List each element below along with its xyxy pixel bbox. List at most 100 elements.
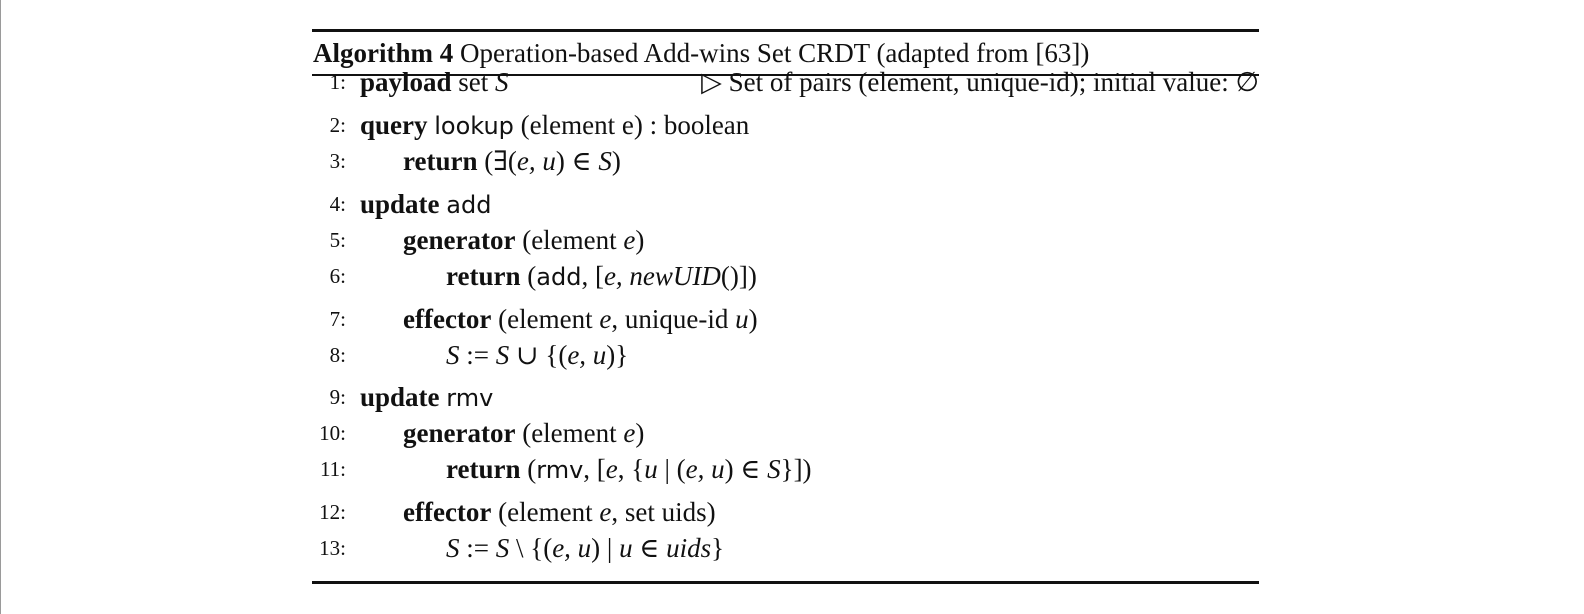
line-code: return (rmv, [e, {u | (e, u) ∈ S}]) [446, 450, 812, 489]
code-text: (element e) : boolean [513, 109, 750, 140]
keyword: effector [403, 496, 492, 527]
algorithm-caption: Algorithm 4 Operation-based Add-wins Set… [312, 32, 1259, 74]
line-number: 4: [329, 191, 346, 216]
line-number: 7: [329, 306, 346, 331]
math-variable: e [599, 496, 612, 527]
code-text: ()]) [720, 260, 757, 291]
line-number: 2: [329, 112, 346, 137]
left-page-edge [0, 0, 1, 614]
code-text: , [ [581, 260, 604, 291]
function-name: rmv [536, 455, 584, 484]
math-variable: S [495, 339, 510, 370]
math-variable: S [495, 66, 509, 97]
code-text: \ {( [509, 532, 553, 563]
line-number: 1: [329, 69, 346, 94]
algorithm-title: Operation-based Add-wins Set CRDT (adapt… [459, 38, 1090, 68]
line-code: effector (element e, set uids) [403, 493, 716, 531]
code-text: ) ∈ [724, 453, 768, 484]
keyword: return [446, 453, 521, 484]
code-text: (∃( [477, 145, 517, 176]
line-number: 11: [319, 456, 346, 481]
line-code: S := S \ {(e, u) | u ∈ uids} [446, 529, 724, 567]
algorithm-label: Algorithm 4 [313, 38, 454, 68]
math-variable: e, newUID [603, 260, 721, 291]
line-number: 3: [329, 148, 346, 173]
algorithm-line-11: 11: return (rmv, [e, {u | (e, u) ∈ S}]) [312, 450, 1259, 488]
math-variable: S [446, 339, 460, 370]
math-variable: e [599, 303, 612, 334]
line-number: 10: [319, 420, 346, 445]
math-variable: u [644, 453, 658, 484]
code-text: ) | [591, 532, 620, 563]
code-text: (element [491, 496, 600, 527]
math-variable: e [623, 417, 636, 448]
line-code: payload set S [360, 63, 509, 101]
algorithm-line-10: 10: generator (element e) [312, 414, 1259, 452]
algorithm-line-2: 2: query lookup (element e) : boolean [312, 106, 1259, 144]
math-variable: uids [666, 532, 712, 563]
code-text: ∈ [632, 532, 667, 563]
algorithm-line-12: 12: effector (element e, set uids) [312, 493, 1259, 531]
line-code: generator (element e) [403, 221, 644, 259]
keyword: update [360, 381, 440, 412]
algorithm-line-5: 5: generator (element e) [312, 221, 1259, 259]
math-variable: S [446, 532, 460, 563]
line-number: 8: [329, 342, 346, 367]
line-code: update rmv [360, 378, 493, 417]
algorithm-line-13: 13: S := S \ {(e, u) | u ∈ uids} [312, 529, 1259, 567]
code-text: , { [617, 453, 645, 484]
code-text: ) [635, 224, 645, 255]
code-text: ∪ {( [509, 339, 568, 370]
algorithm-line-4: 4: update add [312, 185, 1259, 223]
line-code: return (∃(e, u) ∈ S) [403, 142, 621, 180]
code-text: ( [520, 260, 537, 291]
line-code: return (add, [e, newUID()]) [446, 257, 757, 296]
math-variable: e, u [567, 339, 607, 370]
line-code: S := S ∪ {(e, u)} [446, 336, 628, 374]
line-code: query lookup (element e) : boolean [360, 106, 749, 145]
caption-rule [312, 74, 1259, 76]
math-variable: e, u [685, 453, 725, 484]
math-variable: S [767, 453, 781, 484]
math-variable: e, u [552, 532, 592, 563]
line-number: 12: [319, 499, 346, 524]
math-variable: u [735, 303, 749, 334]
algorithm-lines: 1: payload set S ▷ Set of pairs (element, … [312, 67, 1259, 584]
code-text: , set uids) [611, 496, 716, 527]
line-code: update add [360, 185, 491, 224]
math-variable: e [605, 453, 618, 484]
code-text: (element [515, 224, 624, 255]
math-variable: e, u [516, 145, 556, 176]
algorithm-line-7: 7: effector (element e, unique-id u) [312, 300, 1259, 338]
code-text: ) [748, 303, 758, 334]
line-comment: ▷ Set of pairs (element, unique-id); ini… [701, 66, 1259, 97]
keyword: effector [403, 303, 492, 334]
math-variable: u [619, 532, 633, 563]
function-name: add [536, 262, 582, 291]
keyword: return [403, 145, 478, 176]
keyword: generator [403, 417, 516, 448]
code-text: } [711, 532, 725, 563]
code-text: ) [635, 417, 645, 448]
bottom-rule [312, 581, 1259, 584]
function-name: rmv [446, 383, 494, 412]
code-text: , unique-id [611, 303, 736, 334]
line-number: 6: [329, 263, 346, 288]
line-code: effector (element e, unique-id u) [403, 300, 758, 338]
algorithm-line-8: 8: S := S ∪ {(e, u)} [312, 336, 1259, 374]
keyword: update [360, 188, 440, 219]
keyword: payload [360, 66, 452, 97]
algorithm-line-1: 1: payload set S ▷ Set of pairs (element, … [312, 63, 1259, 101]
code-text: , [ [583, 453, 606, 484]
code-text: }]) [780, 453, 812, 484]
code-text: (element [515, 417, 624, 448]
code-text: | ( [657, 453, 686, 484]
code-text: := [459, 339, 496, 370]
code-text: )} [606, 339, 629, 370]
code-text: ( [520, 453, 537, 484]
keyword: return [446, 260, 521, 291]
code-text: ) [611, 145, 621, 176]
algorithm-block: Algorithm 4 Operation-based Add-wins Set… [312, 29, 1259, 584]
keyword: generator [403, 224, 516, 255]
code-text: := [459, 532, 496, 563]
